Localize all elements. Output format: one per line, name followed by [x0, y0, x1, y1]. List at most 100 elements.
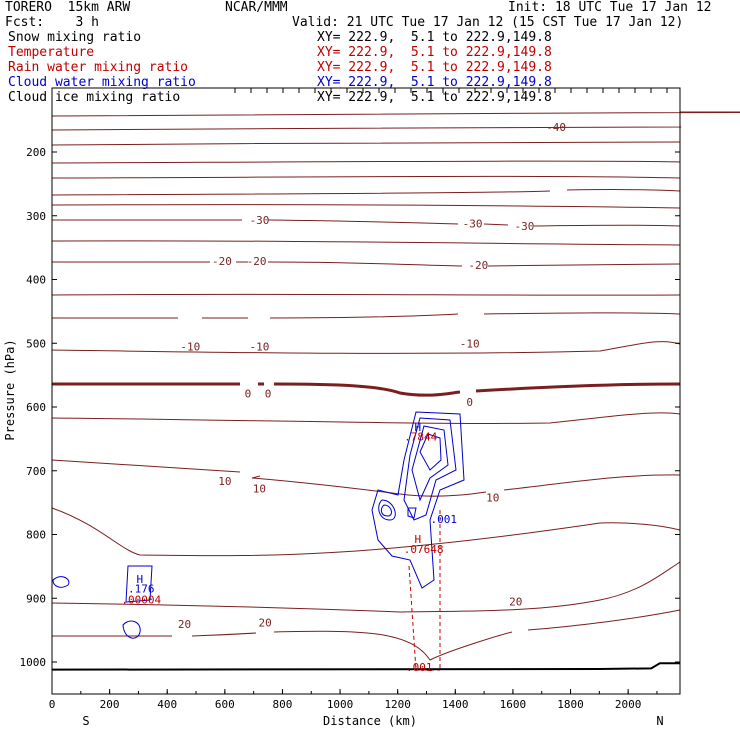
temperature-label: 0: [466, 396, 473, 409]
extremum-label: .176: [128, 583, 155, 596]
isotherm-line: [51, 240, 681, 246]
freezing-level-line: [52, 382, 681, 397]
endpoint-right: N: [656, 714, 663, 728]
field-temperature-name: Temperature: [8, 45, 95, 60]
cloud-water-contour: [380, 504, 392, 517]
extremum-label: H: [137, 573, 144, 586]
cloud-water-contour: [122, 620, 141, 639]
y-tick-label: 600: [26, 401, 46, 414]
x-tick-label: 1400: [442, 698, 469, 711]
extremum-label: .7844: [404, 430, 437, 443]
isotherm-line: [51, 341, 681, 354]
axes: 0 200 400 600 800 1000 1200 1400 1600 1800 2000200…: [20, 146, 680, 711]
cloud-water-contours: [52, 411, 465, 639]
isotherm-line: [51, 293, 681, 296]
isotherm-line: [51, 412, 681, 424]
y-tick-label: 700: [26, 465, 46, 478]
x-tick-label: 1600: [500, 698, 527, 711]
isotherm-line: [51, 111, 740, 117]
temperature-label: 10: [218, 475, 231, 488]
cloud-water-contour: [125, 565, 153, 603]
isotherm-line: [52, 312, 681, 319]
cloud-water-contour: [52, 576, 70, 588]
y-axis-label: Pressure (hPa): [3, 339, 17, 440]
temperature-label: -10: [249, 340, 269, 353]
field-cloud-ice-xy: XY= 222.9, 5.1 to 222.9,149.8: [317, 90, 552, 105]
temperature-label: -30: [515, 220, 535, 233]
cloud-water-contour: [403, 417, 457, 521]
x-tick-label: 2000: [615, 698, 642, 711]
isotherm-line: [52, 219, 681, 227]
isotherm-line: [51, 175, 681, 179]
field-snow-xy: XY= 222.9, 5.1 to 222.9,149.8: [317, 30, 552, 45]
isotherm-line: [52, 609, 681, 661]
extremum-label: .001: [406, 661, 433, 674]
temperature-label: -30: [463, 217, 483, 230]
x-tick-label: 600: [215, 698, 235, 711]
header-center: NCAR/MMM: [225, 0, 288, 15]
y-tick-label: 800: [26, 529, 46, 542]
temperature-label: 20: [178, 618, 191, 631]
isotherm-line: [52, 261, 681, 267]
x-tick-label: 1200: [384, 698, 411, 711]
temperature-contours: [51, 111, 740, 661]
temperature-label: -30: [249, 214, 269, 227]
temperature-label: 10: [253, 483, 266, 496]
extremum-label: .001: [431, 513, 458, 526]
field-rain-name: Rain water mixing ratio: [8, 60, 189, 75]
temperature-label: 10: [486, 492, 499, 505]
contour-labels: -40-30 -30 -30-20 -20 -20-10 -10 -100 001010102…: [121, 121, 566, 674]
ground-line: [51, 662, 680, 671]
isotherm-line: [51, 204, 681, 209]
isotherm-line: [51, 561, 681, 613]
endpoint-left: S: [82, 714, 89, 728]
temperature-label: -20: [247, 255, 267, 268]
x-tick-label: 1800: [557, 698, 584, 711]
isotherm-line: [51, 507, 681, 557]
isotherm-line: [51, 160, 681, 164]
x-tick-label: 200: [100, 698, 120, 711]
x-tick-label: 400: [157, 698, 177, 711]
y-tick-label: 300: [26, 210, 46, 223]
cloud-water-contour: [378, 499, 396, 521]
temperature-label: 20: [259, 616, 272, 629]
rain-contour: [408, 565, 417, 671]
x-tick-label: 800: [273, 698, 293, 711]
temperature-label: -10: [460, 337, 480, 350]
y-tick-label: 200: [26, 146, 46, 159]
temperature-label: 20: [509, 595, 522, 608]
temperature-label: 0: [245, 388, 252, 401]
isotherm-line: [51, 141, 681, 146]
header-fcst: Fcst: 3 h: [5, 15, 99, 30]
y-tick-label: 400: [26, 274, 46, 287]
temperature-label: -10: [180, 340, 200, 353]
plot-frame: [51, 87, 681, 695]
temperature-label: 0: [265, 388, 272, 401]
field-temperature-xy: XY= 222.9, 5.1 to 222.9,149.8: [317, 45, 552, 60]
x-tick-label: 0: [49, 698, 56, 711]
temperature-label: -40: [546, 121, 566, 134]
extremum-label: H: [415, 421, 422, 434]
extremum-label: .07648: [404, 543, 444, 556]
extremum-label: .00004: [121, 594, 161, 607]
y-tick-label: 900: [26, 592, 46, 605]
snow-top-ticks: [234, 88, 668, 93]
cloud-water-contour: [371, 411, 465, 589]
cloud-water-contour: [411, 425, 449, 502]
y-tick-label: 500: [26, 337, 46, 350]
x-axis-label: Distance (km): [323, 714, 417, 728]
extremum-label: H: [415, 533, 422, 546]
header-model: TORERO 15km ARW: [5, 0, 131, 15]
y-tick-label: 1000: [20, 656, 47, 669]
isotherm-line: [51, 126, 681, 131]
cloud-water-contour: [419, 433, 442, 471]
header-valid: Valid: 21 UTC Tue 17 Jan 12 (15 CST Tue …: [292, 15, 684, 30]
temperature-label: -20: [468, 259, 488, 272]
field-cloud-water-name: Cloud water mixing ratio: [8, 75, 196, 90]
field-cloud-water-xy: XY= 222.9, 5.1 to 222.9,149.8: [317, 75, 552, 90]
cloud-water-contour: [407, 507, 417, 519]
temperature-label: -20: [212, 255, 232, 268]
field-cloud-ice-name: Cloud ice mixing ratio: [8, 90, 181, 105]
header-init: Init: 18 UTC Tue 17 Jan 12: [508, 0, 712, 15]
